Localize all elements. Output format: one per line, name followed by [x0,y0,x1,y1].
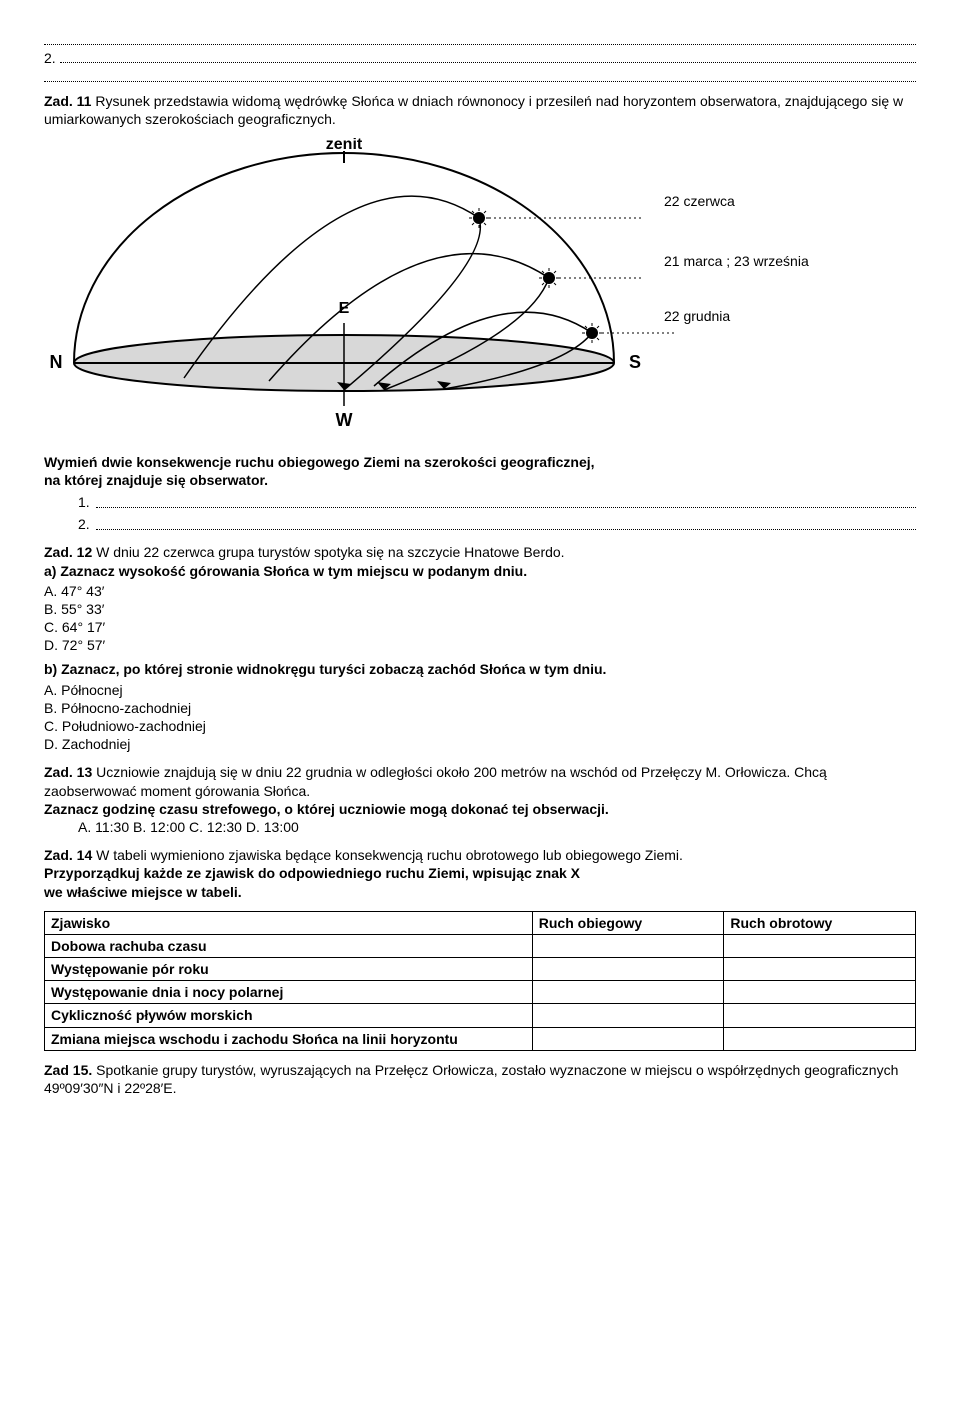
option[interactable]: C. Południowo-zachodniej [44,717,916,735]
instr-line: Przyporządkuj każde ze zjawisk do odpowi… [44,864,916,882]
dotted-line[interactable]: 2. [44,49,916,63]
option[interactable]: A. Północnej [44,681,916,699]
task-label: Zad. 11 [44,93,91,109]
option[interactable]: B. 55° 33′ [44,600,916,618]
cell-phenomenon: Występowanie dnia i nocy polarnej [45,981,533,1004]
cell-phenomenon: Dobowa rachuba czasu [45,934,533,957]
cell-input[interactable] [532,981,724,1004]
answer-line-2[interactable]: 2. [78,515,916,533]
sun-path-svg: zenit N S W E [44,138,824,438]
cell-input[interactable] [724,981,916,1004]
task-12: Zad. 12 W dniu 22 czerwca grupa turystów… [44,543,916,753]
date-label-0: 22 czerwca [664,193,735,209]
cell-input[interactable] [532,958,724,981]
dotted-line[interactable] [44,30,916,45]
th-obiegowy: Ruch obiegowy [532,911,724,934]
subquestion-a: a) Zaznacz wysokość górowania Słońca w t… [44,562,916,580]
option[interactable]: D. Zachodniej [44,735,916,753]
cell-input[interactable] [724,1004,916,1027]
options-a: A. 47° 43′ B. 55° 33′ C. 64° 17′ D. 72° … [44,582,916,655]
cell-phenomenon: Występowanie pór roku [45,958,533,981]
zenith-label: zenit [326,138,363,153]
instr-line: we właściwe miejsce w tabeli. [44,883,916,901]
th-obrotowy: Ruch obrotowy [724,911,916,934]
diagram-container: zenit N S W E [44,138,824,442]
dotted-line[interactable] [44,67,916,82]
task-14: Zad. 14 W tabeli wymieniono zjawiska będ… [44,846,916,901]
table-row: Występowanie dnia i nocy polarnej [45,981,916,1004]
n-label: N [50,352,63,372]
task-11-question: Wymień dwie konsekwencje ruchu obiegoweg… [44,453,916,489]
cell-input[interactable] [724,958,916,981]
task-text: Spotkanie grupy turystów, wyruszających … [44,1062,898,1096]
option[interactable]: D. 72° 57′ [44,636,916,654]
q-line: na której znajduje się obserwator. [44,471,916,489]
line-fill[interactable] [60,48,916,63]
cell-input[interactable] [532,1004,724,1027]
cell-input[interactable] [724,1027,916,1050]
task-text: W dniu 22 czerwca grupa turystów spotyka… [92,544,564,560]
table-header-row: Zjawisko Ruch obiegowy Ruch obrotowy [45,911,916,934]
phenomena-table: Zjawisko Ruch obiegowy Ruch obrotowy Dob… [44,911,916,1051]
cell-phenomenon: Cykliczność pływów morskich [45,1004,533,1027]
options-b: A. Północnej B. Północno-zachodniej C. P… [44,681,916,754]
task-label: Zad 15. [44,1062,92,1078]
subquestion: Zaznacz godzinę czasu strefowego, o któr… [44,800,916,818]
answer-lines-top: 2. [44,30,916,82]
line-fill[interactable] [96,515,916,530]
s-label: S [629,352,641,372]
w-label: W [336,410,353,430]
answer-list: 1. 2. [44,493,916,533]
cell-input[interactable] [724,934,916,957]
th-phenomenon: Zjawisko [45,911,533,934]
table-row: Zmiana miejsca wschodu i zachodu Słońca … [45,1027,916,1050]
option[interactable]: A. 47° 43′ [44,582,916,600]
options-line[interactable]: A. 11:30 B. 12:00 C. 12:30 D. 13:00 [44,818,916,836]
answer-line-1[interactable]: 1. [78,493,916,511]
task-label: Zad. 13 [44,764,92,780]
option[interactable]: B. Północno-zachodniej [44,699,916,717]
answer-num: 1. [78,493,96,511]
line-fill[interactable] [96,493,916,508]
answer-num: 2. [78,515,96,533]
task-label: Zad. 12 [44,544,92,560]
line-prefix: 2. [44,49,60,63]
table-row: Występowanie pór roku [45,958,916,981]
cell-input[interactable] [532,934,724,957]
task-text: W tabeli wymieniono zjawiska będące kons… [92,847,683,863]
date-label-2: 22 grudnia [664,308,730,324]
task-text: Uczniowie znajdują się w dniu 22 grudnia… [44,764,827,798]
table-row: Cykliczność pływów morskich [45,1004,916,1027]
task-15: Zad 15. Spotkanie grupy turystów, wyrusz… [44,1061,916,1097]
task-13: Zad. 13 Uczniowie znajdują się w dniu 22… [44,763,916,836]
cell-phenomenon: Zmiana miejsca wschodu i zachodu Słońca … [45,1027,533,1050]
subquestion-b: b) Zaznacz, po której stronie widnokręgu… [44,660,916,678]
task-text: Rysunek przedstawia widomą wędrówkę Słoń… [44,93,903,127]
task-11: Zad. 11 Rysunek przedstawia widomą wędró… [44,92,916,128]
task-label: Zad. 14 [44,847,92,863]
date-label-1: 21 marca ; 23 września [664,253,809,269]
sun-path-diagram: zenit N S W E [44,138,916,442]
table-row: Dobowa rachuba czasu [45,934,916,957]
q-line: Wymień dwie konsekwencje ruchu obiegoweg… [44,453,916,471]
cell-input[interactable] [532,1027,724,1050]
option[interactable]: C. 64° 17′ [44,618,916,636]
